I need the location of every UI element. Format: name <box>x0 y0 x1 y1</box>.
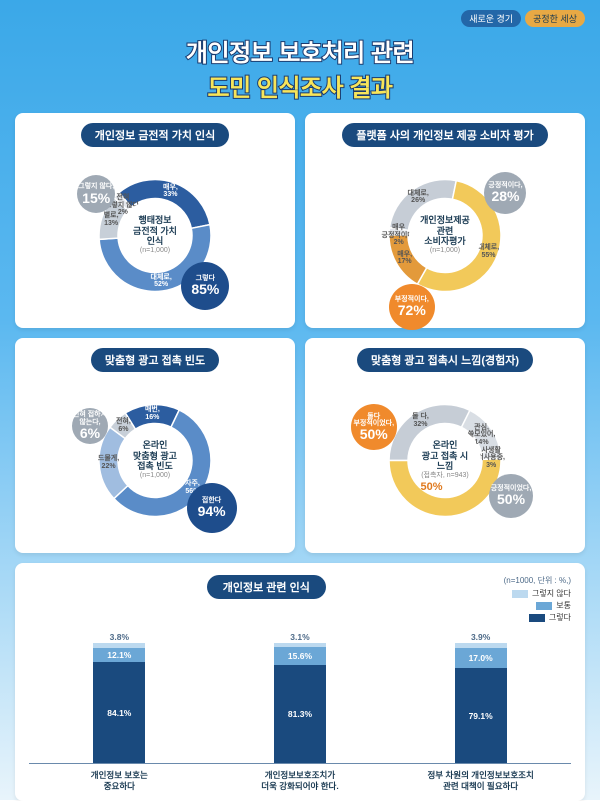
bar-label: 개인정보 보호는중요하다 <box>43 770 195 791</box>
legend-label: 그렇지 않다 <box>532 588 571 599</box>
bar-value: 17.0% <box>469 653 493 663</box>
bar-segment: 84.1% <box>93 662 145 763</box>
bar-note: (n=1000, 단위 : %,) <box>504 575 571 586</box>
bar-segment: 3.8% <box>93 643 145 648</box>
donut-center: 온라인맞춤형 광고접촉 빈도(n=1,000) <box>119 425 191 497</box>
donut-center: 개인정보제공관련소비자평가(n=1,000) <box>409 200 481 272</box>
tag-fair-world: 공정한 세상 <box>525 10 585 27</box>
legend-row: 그렇다 <box>504 612 571 623</box>
inline-pct: 50% <box>420 481 442 493</box>
donut-wrap: 매우,33%대체로,52%별로,13%전혀그렇지 않다,2%행태정보금전적 가치… <box>30 153 280 318</box>
bar-segment: 12.1% <box>93 648 145 663</box>
legend-swatch <box>512 590 528 598</box>
legend-swatch <box>529 614 545 622</box>
bar-value: 3.8% <box>110 632 129 642</box>
summary-bubble: 접한다94% <box>187 483 237 533</box>
bar-value: 12.1% <box>107 650 131 660</box>
bar-segment: 17.0% <box>455 648 507 668</box>
summary-bubble: 둘다부정적이었다,50% <box>351 404 397 450</box>
legend-label: 그렇다 <box>549 612 571 623</box>
bar-value: 15.6% <box>288 651 312 661</box>
bar-stack: 84.1% 12.1% 3.8% <box>93 643 145 763</box>
bar-label: 개인정보보호조치가더욱 강화되어야 한다. <box>224 770 376 791</box>
donut-panel-3: 맞춤형 광고 접촉시 느낌(경험자) 둘 다,32%관심,쓸모있어,14%사생활터… <box>305 338 585 553</box>
title-line-1: 개인정보 보호처리 관련 <box>15 33 585 68</box>
bar-segment: 81.3% <box>274 665 326 763</box>
tag-new-gyeonggi: 새로운 경기 <box>461 10 521 27</box>
bar-segment: 3.9% <box>455 643 507 648</box>
bar-value: 3.9% <box>471 632 490 642</box>
summary-bubble: 부정적이다,72% <box>389 284 435 330</box>
bar-value: 3.1% <box>290 632 309 642</box>
legend-row: 보통 <box>504 600 571 611</box>
page-title: 개인정보 보호처리 관련 도민 인식조사 결과 <box>15 33 585 103</box>
donut-header: 맞춤형 광고 접촉 빈도 <box>91 348 219 372</box>
bars-area: 84.1% 12.1% 3.8% 81.3% 15.6% 3.1% 79.1% 17.0% 3.… <box>29 626 571 764</box>
legend-swatch <box>536 602 552 610</box>
bar-stack: 79.1% 17.0% 3.9% <box>455 643 507 763</box>
donut-panel-2: 맞춤형 광고 접촉 빈도매번,16%자주,56%드물게,22%전혀,6%온라인맞… <box>15 338 295 553</box>
bar-value: 84.1% <box>107 708 131 718</box>
summary-bubble: 그렇다85% <box>181 262 229 310</box>
bar-value: 81.3% <box>288 709 312 719</box>
donut-header: 개인정보 금전적 가치 인식 <box>81 123 230 147</box>
bar-segment: 79.1% <box>455 668 507 763</box>
bar-value: 79.1% <box>469 711 493 721</box>
bar-column: 81.3% 15.6% 3.1% <box>224 643 376 763</box>
donut-header: 맞춤형 광고 접촉시 느낌(경험자) <box>357 348 533 372</box>
summary-bubble: 전혀 접하지않는다,6% <box>72 408 108 444</box>
bar-segment: 3.1% <box>274 643 326 647</box>
bar-segment: 15.6% <box>274 647 326 666</box>
donut-wrap: 둘 다,32%관심,쓸모있어,14%사생활터사용중,3%온라인광고 접촉 시느낌… <box>320 378 570 543</box>
bar-panel: 개인정보 관련 인식 (n=1000, 단위 : %,) 그렇지 않다보통그렇다… <box>15 563 585 801</box>
donut-wrap: 매번,16%자주,56%드물게,22%전혀,6%온라인맞춤형 광고접촉 빈도(n… <box>30 378 280 543</box>
bar-column: 84.1% 12.1% 3.8% <box>43 643 195 763</box>
summary-bubble: 긍정적이었다,50% <box>489 474 533 518</box>
bar-stack: 81.3% 15.6% 3.1% <box>274 643 326 763</box>
top-tags: 새로운 경기 공정한 세상 <box>15 10 585 27</box>
legend-label: 보통 <box>556 600 571 611</box>
donut-wrap: 대체로,26%대체로,55%매우,17%매우긍정적이다,2%개인정보제공관련소비… <box>320 153 570 318</box>
segment-label: 매우,33% <box>147 184 193 199</box>
bar-label: 정부 차원의 개인정보보호조치관련 대책이 필요하다 <box>405 770 557 791</box>
donut-header: 플랫폼 사의 개인정보 제공 소비자 평가 <box>342 123 547 147</box>
donut-grid: 개인정보 금전적 가치 인식매우,33%대체로,52%별로,13%전혀그렇지 않… <box>15 113 585 553</box>
donut-center: 행태정보금전적 가치인식(n=1,000) <box>119 200 191 272</box>
segment-label: 대체로,52% <box>138 274 184 289</box>
bar-legend: (n=1000, 단위 : %,) 그렇지 않다보통그렇다 <box>504 575 571 624</box>
donut-panel-0: 개인정보 금전적 가치 인식매우,33%대체로,52%별로,13%전혀그렇지 않… <box>15 113 295 328</box>
page-root: 새로운 경기 공정한 세상 개인정보 보호처리 관련 도민 인식조사 결과 개인… <box>0 0 600 800</box>
bar-labels-row: 개인정보 보호는중요하다 개인정보보호조치가더욱 강화되어야 한다. 정부 차원의 … <box>29 764 571 791</box>
donut-panel-1: 플랫폼 사의 개인정보 제공 소비자 평가대체로,26%대체로,55%매우,17… <box>305 113 585 328</box>
title-line-2: 도민 인식조사 결과 <box>15 68 585 103</box>
legend-row: 그렇지 않다 <box>504 588 571 599</box>
bar-column: 79.1% 17.0% 3.9% <box>405 643 557 763</box>
bar-header: 개인정보 관련 인식 <box>207 575 326 599</box>
